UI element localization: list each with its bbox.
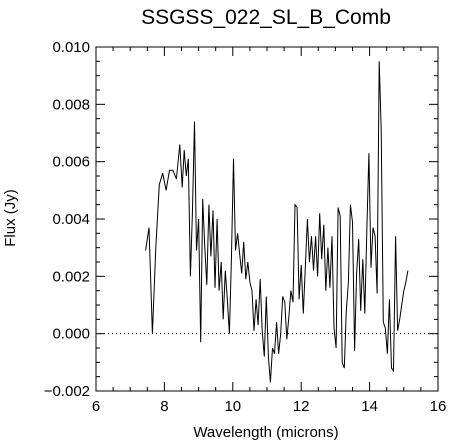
x-tick-label: 8: [160, 398, 168, 415]
y-tick-label: 0.008: [52, 96, 90, 113]
chart-title: SSGSS_022_SL_B_Comb: [141, 6, 391, 29]
x-tick-label: 12: [293, 398, 310, 415]
y-tick-label: 0.006: [52, 154, 90, 171]
x-axis-label: Wavelength (microns): [193, 424, 338, 441]
x-tick-label: 6: [92, 398, 100, 415]
y-tick-label: 0.000: [52, 326, 90, 343]
y-tick-label: −0.002: [44, 383, 90, 400]
x-tick-label: 14: [361, 398, 378, 415]
y-tick-label: 0.002: [52, 268, 90, 285]
y-axis-label: Flux (Jy): [2, 189, 19, 247]
x-tick-label: 10: [224, 398, 241, 415]
plot-area: 6 8 10 12 14 16 −0.002 0.000 0.002 0.004 0.006 0.00…: [44, 39, 447, 415]
y-tick-label: 0.010: [52, 39, 90, 56]
flux-series-line: [145, 61, 409, 383]
y-tick-label: 0.004: [52, 211, 90, 228]
x-tick-label: 16: [430, 398, 447, 415]
